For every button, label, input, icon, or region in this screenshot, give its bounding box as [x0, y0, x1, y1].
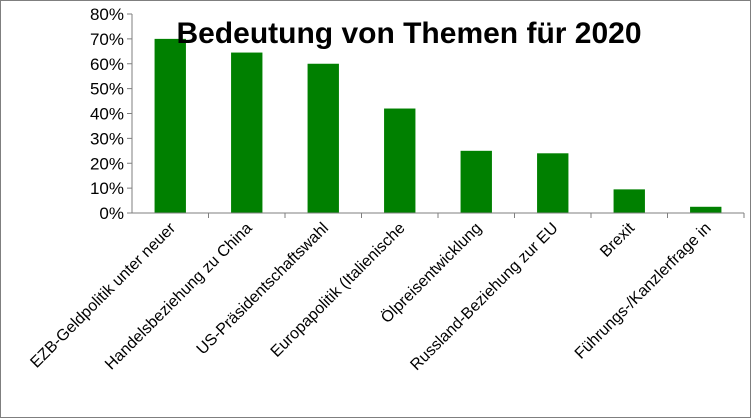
- bar: [384, 108, 416, 213]
- y-axis-ticks: 0% 10% 20% 30% 40% 50% 60% 70% 80%: [90, 5, 132, 223]
- category-label: Handelsbeziehung zu China: [102, 220, 256, 374]
- y-tick-label: 0%: [99, 204, 124, 223]
- bar: [460, 150, 492, 213]
- bar: [154, 38, 186, 213]
- category-label: Brexit: [597, 219, 638, 260]
- category-label: Führungs-/Kanzlerfrage in: [572, 220, 715, 363]
- bar: [537, 153, 569, 213]
- category-label: Russland-Beziehung zur EU: [407, 220, 561, 374]
- category-label: EZB-Geldpolitik unter neuer: [27, 219, 179, 371]
- bar: [307, 63, 339, 213]
- bar: [231, 52, 263, 214]
- y-tick-label: 70%: [90, 30, 124, 49]
- y-tick-label: 40%: [90, 105, 124, 124]
- y-tick-label: 30%: [90, 129, 124, 148]
- bars: [154, 38, 745, 218]
- y-tick-label: 50%: [90, 80, 124, 99]
- category-label: US-Präsidentschaftswahl: [194, 220, 332, 358]
- y-tick-label: 80%: [90, 5, 124, 24]
- bar: [613, 189, 645, 213]
- y-tick-label: 20%: [90, 154, 124, 173]
- bar: [690, 206, 722, 213]
- chart-title: Bedeutung von Themen für 2020: [176, 17, 641, 50]
- category-labels: EZB-Geldpolitik unter neuerHandelsbezieh…: [27, 219, 714, 374]
- y-tick-label: 60%: [90, 55, 124, 74]
- category-label: Europapolitik (Italienische: [268, 220, 409, 361]
- y-tick-label: 10%: [90, 179, 124, 198]
